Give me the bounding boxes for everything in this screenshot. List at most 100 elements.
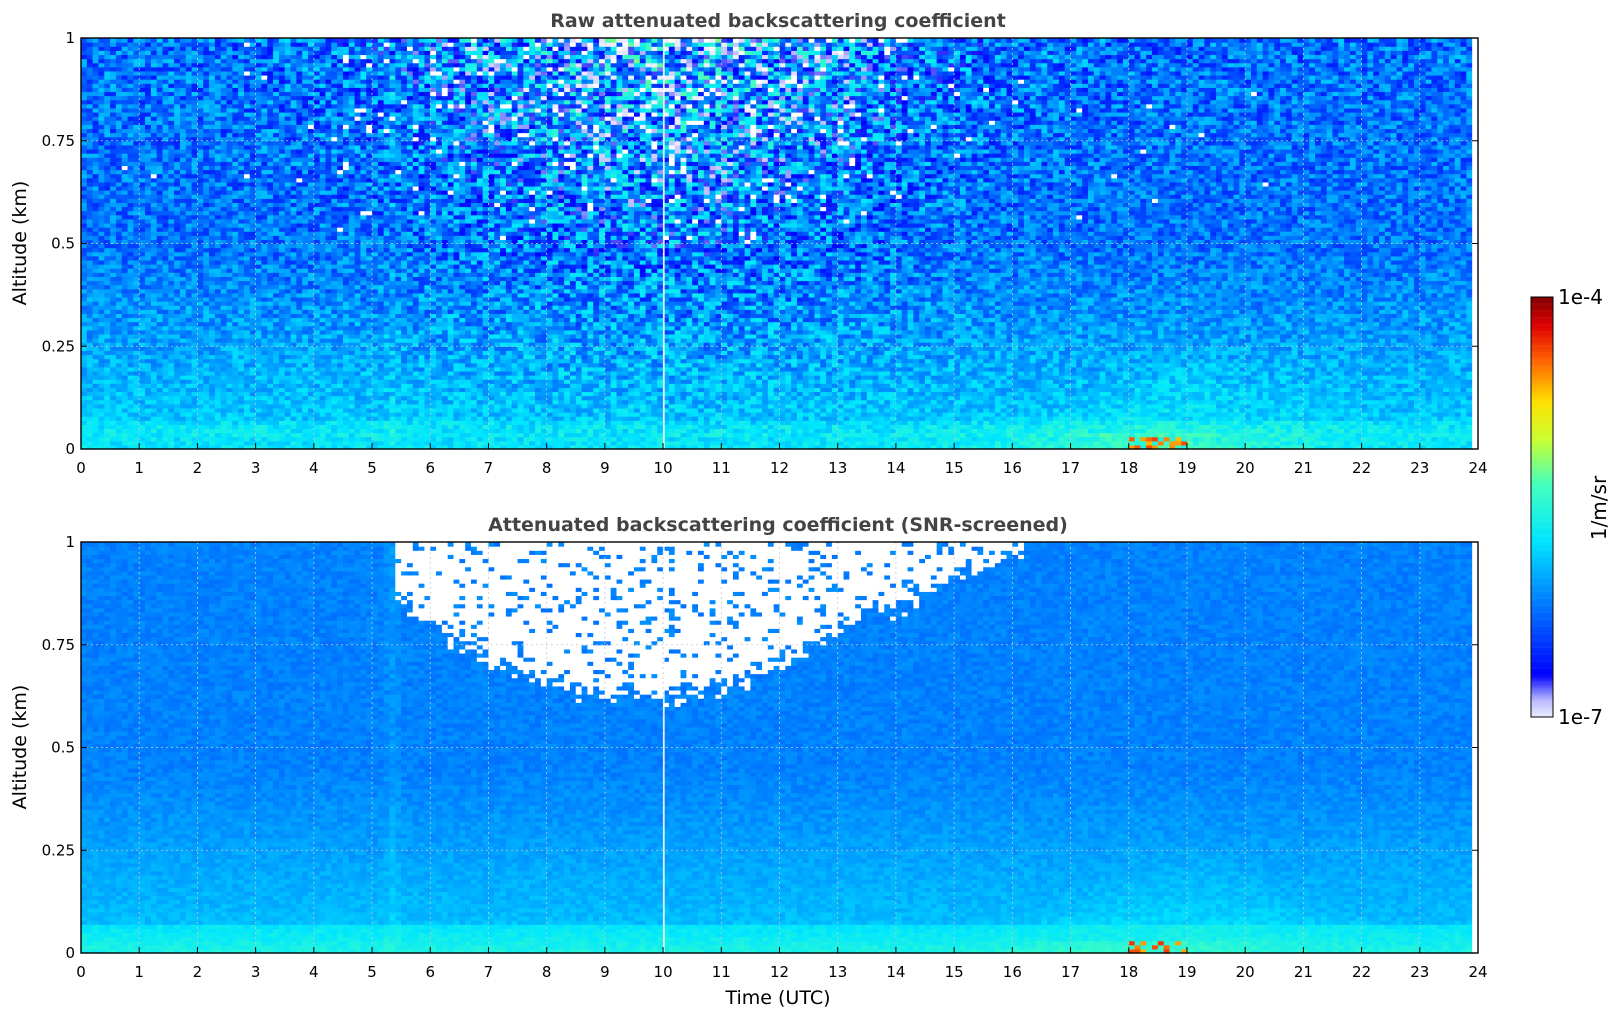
heatmap-cell (116, 334, 122, 339)
heatmap-cell (87, 79, 93, 84)
heatmap-cell (93, 293, 99, 298)
heatmap-cell (98, 379, 104, 384)
heatmap-cell (122, 252, 128, 257)
heatmap-cell (93, 149, 99, 154)
heatmap-cell (81, 301, 87, 306)
heatmap-cell (122, 149, 128, 154)
heatmap-cell (81, 371, 87, 376)
heatmap-cell (104, 157, 110, 162)
heatmap-cell (104, 441, 110, 446)
heatmap-cell (110, 42, 116, 47)
heatmap-cell (93, 165, 99, 170)
heatmap-cell (81, 317, 87, 322)
heatmap-cell (110, 363, 116, 368)
heatmap-cell (93, 326, 99, 331)
heatmap-cell (93, 272, 99, 277)
heatmap-cell (98, 433, 104, 438)
heatmap-cell (128, 116, 134, 121)
heatmap-cell (110, 428, 116, 433)
heatmap-cell (122, 330, 128, 335)
heatmap-cell (81, 280, 87, 285)
heatmap-cell (116, 42, 122, 47)
heatmap-cell (128, 391, 134, 396)
heatmap-cell (93, 408, 99, 413)
heatmap-cell (110, 379, 116, 384)
heatmap-cell (110, 50, 116, 55)
heatmap-cell (81, 297, 87, 302)
heatmap-cell (104, 305, 110, 310)
heatmap-cell (128, 190, 134, 195)
heatmap-cell (122, 433, 128, 438)
heatmap-cell (104, 227, 110, 232)
heatmap-cell (110, 170, 116, 175)
heatmap-cell (116, 338, 122, 343)
heatmap-cell (93, 330, 99, 335)
heatmap-cell (93, 441, 99, 446)
heatmap-cell (98, 153, 104, 158)
heatmap-cell (81, 116, 87, 121)
heatmap-cell (81, 260, 87, 265)
heatmap-cell (110, 174, 116, 179)
heatmap-cell (128, 239, 134, 244)
heatmap-cell (122, 54, 128, 59)
heatmap-cell (116, 215, 122, 220)
heatmap-cell (104, 354, 110, 359)
heatmap-cell (122, 174, 128, 179)
heatmap-cell (128, 424, 134, 429)
heatmap-cell (128, 350, 134, 355)
heatmap-cell (128, 108, 134, 113)
heatmap-cell (116, 133, 122, 138)
heatmap-cell (87, 112, 93, 117)
heatmap-cell (116, 108, 122, 113)
heatmap-cell (81, 391, 87, 396)
heatmap-cell (128, 207, 134, 212)
heatmap-cell (81, 54, 87, 59)
heatmap-cell (81, 264, 87, 269)
heatmap-cell (116, 367, 122, 372)
heatmap-cell (116, 79, 122, 84)
heatmap-cell (81, 441, 87, 446)
heatmap-cell (110, 301, 116, 306)
heatmap-cell (122, 141, 128, 146)
heatmap-cell (81, 404, 87, 409)
heatmap-cell (81, 182, 87, 187)
heatmap-cell (122, 59, 128, 64)
heatmap-cell (93, 297, 99, 302)
heatmap-cell (93, 305, 99, 310)
heatmap-cell (93, 248, 99, 253)
heatmap-cell (98, 330, 104, 335)
heatmap-cell (81, 313, 87, 318)
heatmap-cell (87, 227, 93, 232)
heatmap-cell (128, 305, 134, 310)
heatmap-cell (93, 285, 99, 290)
heatmap-cell (93, 244, 99, 249)
heatmap-cell (98, 289, 104, 294)
heatmap-cell (110, 116, 116, 121)
heatmap-cell (128, 371, 134, 376)
heatmap-cell (98, 207, 104, 212)
heatmap-cell (128, 223, 134, 228)
heatmap-cell (93, 379, 99, 384)
heatmap-cell (98, 437, 104, 442)
heatmap-cell (116, 326, 122, 331)
heatmap-cell (110, 276, 116, 281)
heatmap-cell (104, 408, 110, 413)
heatmap-cell (122, 391, 128, 396)
heatmap-cell (81, 256, 87, 261)
heatmap-cell (81, 141, 87, 146)
heatmap-cell (116, 116, 122, 121)
heatmap-cell (87, 42, 93, 47)
heatmap-cell (87, 285, 93, 290)
heatmap-cell (93, 133, 99, 138)
heatmap-cell (104, 400, 110, 405)
heatmap-cell (81, 46, 87, 51)
heatmap-cell (110, 133, 116, 138)
heatmap-cell (122, 231, 128, 236)
heatmap-cell (122, 350, 128, 355)
heatmap-cell (104, 231, 110, 236)
heatmap-cell (104, 149, 110, 154)
heatmap-cell (81, 231, 87, 236)
heatmap-cell (93, 96, 99, 101)
heatmap-cell (128, 338, 134, 343)
heatmap-cell (98, 313, 104, 318)
